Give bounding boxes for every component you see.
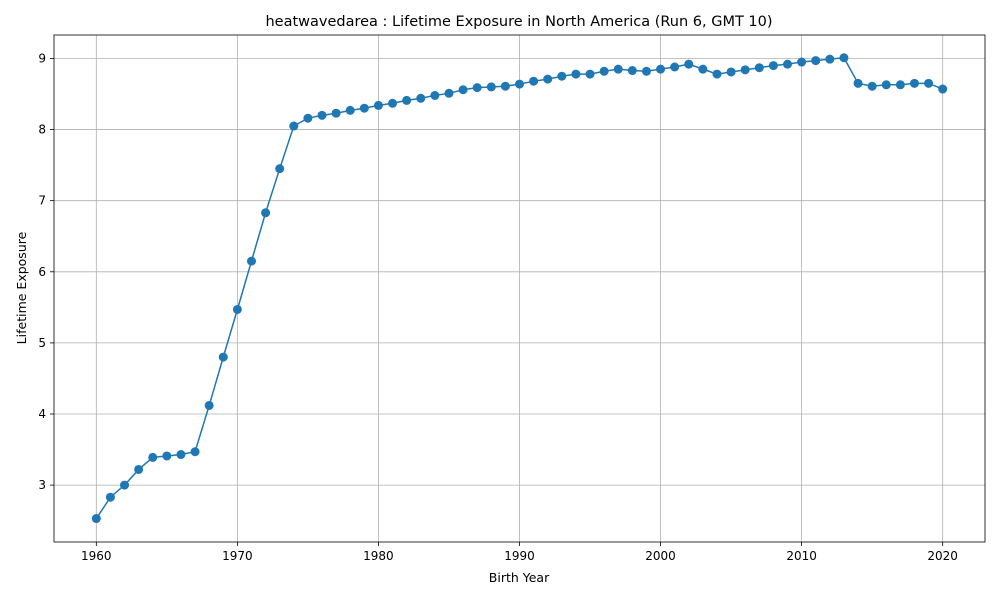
data-point	[204, 400, 214, 410]
data-point	[698, 64, 708, 74]
data-point	[91, 514, 101, 524]
x-tick-label: 1990	[504, 549, 535, 563]
data-point	[881, 80, 891, 90]
data-point	[529, 76, 539, 86]
y-tick-label: 9	[38, 51, 46, 65]
x-tick-label: 2000	[645, 549, 676, 563]
data-point	[938, 84, 948, 94]
y-tick-label: 5	[38, 336, 46, 350]
data-point	[811, 56, 821, 66]
data-point	[388, 98, 398, 108]
data-point	[684, 59, 694, 69]
y-tick-label: 7	[38, 194, 46, 208]
data-point	[867, 81, 877, 91]
data-point	[613, 64, 623, 74]
x-tick-label: 2010	[786, 549, 817, 563]
data-point	[515, 79, 524, 89]
data-point	[740, 65, 750, 75]
data-point	[148, 452, 158, 462]
series-line	[91, 53, 948, 524]
data-point	[486, 82, 496, 92]
data-point	[627, 66, 637, 76]
data-point	[331, 108, 341, 118]
chart-title: heatwavedarea : Lifetime Exposure in Nor…	[265, 14, 772, 30]
data-point	[825, 54, 835, 64]
data-point	[176, 450, 186, 460]
data-point	[712, 69, 722, 79]
data-point	[232, 304, 242, 314]
x-tick-label: 2020	[927, 549, 958, 563]
data-point	[317, 110, 327, 120]
data-point	[641, 66, 651, 76]
data-point	[134, 464, 144, 474]
grid	[54, 35, 985, 542]
y-tick-label: 6	[38, 265, 46, 279]
data-point	[895, 80, 905, 90]
y-axis-label: Lifetime Exposure	[14, 231, 29, 344]
data-point	[571, 69, 581, 79]
data-point	[543, 74, 553, 84]
data-point	[261, 208, 271, 218]
data-point	[289, 121, 299, 131]
data-point	[797, 57, 807, 67]
data-point	[853, 78, 863, 88]
data-point	[218, 352, 228, 362]
x-axis-label: Birth Year	[489, 570, 550, 585]
axis-ticks: 1960 1970 1980 1990 2000 2010 2020 3 4 5 6 7 8 9	[38, 51, 958, 563]
x-tick-label: 1980	[363, 549, 394, 563]
data-point	[670, 62, 680, 72]
x-tick-label: 1970	[222, 549, 253, 563]
data-point	[839, 53, 849, 63]
data-point	[557, 71, 567, 81]
data-point	[105, 492, 115, 502]
data-point	[430, 90, 440, 100]
data-point	[190, 447, 200, 457]
data-point	[458, 85, 468, 95]
data-point	[726, 67, 736, 77]
data-point	[373, 100, 383, 110]
data-point	[359, 103, 369, 113]
data-point	[909, 78, 919, 88]
data-point	[783, 59, 793, 69]
y-tick-label: 8	[38, 123, 46, 137]
y-tick-label: 3	[38, 478, 46, 492]
data-point	[656, 64, 666, 74]
data-point	[924, 78, 934, 88]
data-point	[275, 164, 285, 174]
data-point	[585, 69, 595, 79]
data-point	[416, 93, 426, 103]
data-point	[303, 113, 313, 123]
data-point	[599, 66, 609, 76]
y-tick-label: 4	[38, 407, 46, 421]
data-point	[246, 256, 256, 266]
data-point	[345, 105, 355, 115]
data-point	[768, 61, 778, 71]
data-point	[120, 480, 130, 490]
data-point	[162, 451, 172, 461]
data-point	[402, 95, 412, 105]
data-point	[754, 63, 764, 73]
x-tick-label: 1960	[81, 549, 112, 563]
data-point	[500, 81, 510, 91]
data-point	[444, 88, 454, 98]
data-point	[472, 83, 482, 93]
